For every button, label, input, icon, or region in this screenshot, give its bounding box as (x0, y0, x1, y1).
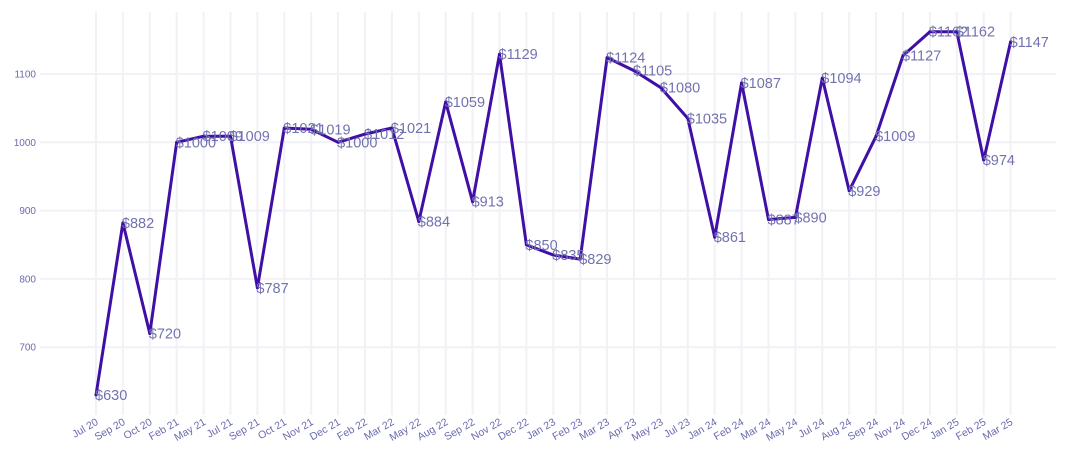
data-label: $1087 (741, 76, 781, 92)
data-point (444, 100, 448, 104)
data-label: $1009 (875, 129, 915, 145)
data-label: $974 (983, 153, 1015, 169)
y-tick-label: 900 (19, 206, 36, 217)
data-label: $829 (579, 252, 611, 268)
data-point (578, 257, 582, 261)
data-label: $929 (848, 184, 880, 200)
data-labels: $630$882$720$1000$1009$1009$787$1021$101… (95, 25, 1049, 404)
data-label: $850 (525, 238, 557, 254)
data-label: $1009 (230, 129, 270, 145)
data-label: $1124 (606, 51, 645, 67)
data-point (659, 86, 663, 90)
data-point (793, 215, 797, 219)
data-point (605, 56, 609, 60)
grid (40, 12, 1056, 415)
data-point (713, 235, 717, 239)
x-tick-label: Feb 25 (954, 416, 988, 443)
data-point (686, 116, 690, 120)
data-point (524, 243, 528, 247)
x-tick-label: May 23 (630, 416, 666, 444)
data-point (229, 134, 232, 138)
x-tick-label: Dec 22 (496, 416, 531, 443)
data-label: $1000 (176, 135, 216, 151)
data-point (390, 126, 394, 130)
data-point (820, 76, 824, 80)
x-tick-label: Mar 23 (577, 416, 611, 443)
data-point (121, 221, 125, 225)
x-tick-label: Sep 20 (93, 416, 128, 443)
y-tick-label: 800 (19, 274, 36, 285)
data-label: $835 (552, 248, 584, 264)
y-tick-label: 700 (19, 343, 36, 354)
data-label: $890 (794, 210, 826, 226)
data-label: $1147 (1010, 35, 1049, 51)
data-point (982, 158, 986, 162)
data-point (874, 134, 878, 138)
data-label: $1035 (687, 111, 727, 127)
data-label: $1019 (310, 122, 350, 138)
data-label: $1021 (391, 121, 431, 137)
data-label: $630 (95, 388, 127, 404)
data-label: $882 (122, 216, 154, 232)
data-point (148, 332, 152, 336)
data-label: $1129 (499, 47, 538, 63)
data-label: $887 (768, 212, 800, 228)
data-label: $1059 (445, 95, 485, 111)
data-point (1009, 40, 1013, 44)
data-point (309, 127, 313, 131)
x-tick-label: Feb 23 (550, 416, 584, 443)
data-point (417, 220, 421, 224)
data-point (767, 217, 770, 221)
data-points (94, 30, 1013, 397)
data-label: $884 (418, 215, 450, 231)
data-label: $1012 (364, 127, 404, 143)
data-label: $913 (472, 195, 504, 211)
data-label: $1000 (337, 135, 377, 151)
data-label: $1080 (660, 81, 700, 97)
data-label: $1127 (902, 49, 941, 65)
x-tick-label: Dec 24 (900, 416, 935, 443)
x-tick-label: May 21 (172, 416, 208, 444)
data-point (901, 54, 905, 58)
data-label: $1009 (203, 129, 243, 145)
x-tick-label: Mar 25 (981, 416, 1015, 443)
data-label: $720 (149, 327, 181, 343)
data-label: $787 (256, 281, 288, 297)
data-point (336, 140, 340, 144)
x-tick-label: May 22 (387, 416, 423, 444)
data-point (363, 132, 367, 136)
data-point (740, 81, 744, 85)
data-point (282, 126, 286, 130)
x-tick-label: May 24 (764, 416, 800, 444)
data-point (498, 52, 501, 56)
y-tick-label: 1100 (14, 70, 36, 81)
data-label: $1021 (283, 121, 323, 137)
data-point (175, 140, 179, 144)
data-label: $1162 (929, 25, 968, 41)
x-tick-label: Dec 21 (308, 416, 343, 443)
data-point (632, 69, 636, 73)
data-point (255, 286, 259, 290)
y-tick-label: 1000 (14, 138, 37, 149)
data-point (847, 189, 851, 193)
x-tick-label: Feb 24 (712, 416, 746, 443)
data-label: $1105 (633, 64, 672, 80)
data-point (928, 30, 932, 34)
data-point (202, 134, 206, 138)
data-point (955, 30, 959, 34)
data-label: $861 (714, 230, 746, 246)
data-label: $1162 (956, 25, 995, 41)
x-tick-label: Feb 22 (335, 416, 369, 443)
data-point (471, 200, 475, 204)
data-point (94, 393, 98, 397)
x-tick-label: Sep 21 (227, 416, 262, 443)
data-label: $1094 (821, 71, 861, 87)
y-axis: 700 800 900 1000 1100 (14, 70, 37, 354)
data-point (551, 253, 555, 257)
